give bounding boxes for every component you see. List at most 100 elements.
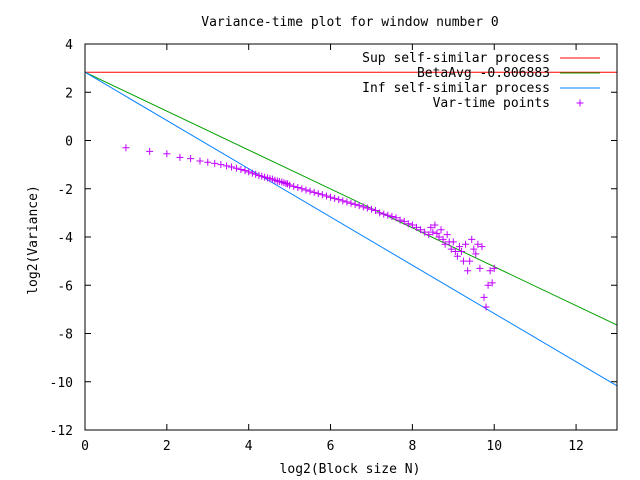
var-time-point (425, 231, 433, 239)
y-tick-label: 4 (65, 38, 73, 53)
var-time-point (488, 279, 496, 287)
var-time-point (433, 229, 441, 237)
legend-label-1: BetaAvg -0.806883 (417, 66, 550, 81)
var-time-point (474, 240, 482, 248)
legend-label-0: Sup self-similar process (362, 51, 550, 66)
var-time-point (343, 198, 351, 206)
var-time-point (331, 194, 339, 202)
var-time-point (306, 187, 314, 195)
var-time-point (241, 167, 249, 175)
var-time-point (310, 188, 318, 196)
var-time-point (351, 200, 359, 208)
var-time-point (294, 184, 302, 192)
plot-area (85, 71, 617, 387)
x-tick-label: 10 (486, 439, 502, 454)
var-time-point (472, 250, 480, 258)
y-tick-label: -6 (57, 279, 73, 294)
var-time-point (363, 204, 371, 212)
y-axis-label: log2(Variance) (26, 185, 41, 295)
var-time-point (211, 159, 219, 167)
var-time-point (228, 163, 236, 171)
series-points (122, 144, 498, 311)
chart-title: Variance-time plot for window number 0 (201, 15, 498, 30)
var-time-point (460, 257, 468, 265)
var-time-point (451, 247, 459, 255)
var-time-point (355, 202, 363, 210)
var-time-point (196, 157, 204, 165)
y-tick-label: 2 (65, 86, 73, 101)
var-time-point (314, 190, 322, 198)
y-tick-label: -10 (50, 376, 73, 391)
legend-label-2: Inf self-similar process (362, 81, 550, 96)
y-tick-label: 0 (65, 135, 73, 150)
var-time-point (335, 196, 343, 204)
var-time-point (223, 162, 231, 170)
x-tick-label: 12 (568, 439, 584, 454)
var-time-point (431, 221, 439, 229)
var-time-point (286, 181, 294, 189)
var-time-point (204, 158, 212, 166)
x-tick-label: 6 (327, 439, 335, 454)
var-time-point (478, 243, 486, 251)
var-time-point (435, 233, 443, 241)
var-time-point (443, 231, 451, 239)
var-time-point (367, 205, 375, 213)
series-line-2 (85, 71, 617, 387)
var-time-point (290, 182, 298, 190)
var-time-point (318, 191, 326, 199)
var-time-point (464, 267, 472, 275)
var-time-point (237, 165, 245, 173)
var-time-point (392, 214, 400, 222)
var-time-point (421, 228, 429, 236)
var-time-point (322, 192, 330, 200)
plot-frame (84, 43, 618, 431)
x-tick-label: 8 (408, 439, 416, 454)
var-time-point (217, 161, 225, 169)
var-time-point (327, 193, 335, 201)
var-time-point (380, 210, 388, 218)
var-time-point (437, 226, 445, 234)
var-time-point (255, 171, 263, 179)
var-time-point (457, 247, 465, 255)
var-time-point (252, 170, 260, 178)
var-time-point (439, 235, 447, 243)
var-time-point (429, 228, 437, 236)
legend-label-3: Var-time points (433, 96, 550, 111)
var-time-point (476, 264, 484, 272)
var-time-point (447, 245, 455, 253)
var-time-point (480, 293, 488, 301)
var-time-point (408, 221, 416, 229)
var-time-point (482, 303, 490, 311)
legend-swatch-3 (576, 99, 584, 107)
var-time-point (453, 252, 461, 260)
var-time-point (404, 220, 412, 228)
var-time-point (232, 164, 240, 172)
var-time-point (468, 235, 476, 243)
var-time-point (258, 172, 266, 180)
var-time-point (298, 185, 306, 193)
var-time-point (384, 211, 392, 219)
series-line-1 (85, 71, 617, 326)
x-tick-label: 0 (81, 439, 89, 454)
var-time-point (146, 147, 154, 155)
var-time-point (339, 197, 347, 205)
var-time-point (441, 240, 449, 248)
var-time-point (372, 206, 380, 214)
var-time-point (388, 212, 396, 220)
var-time-point (455, 243, 463, 251)
var-time-point (449, 238, 457, 246)
var-time-point (261, 173, 269, 181)
var-time-point (490, 264, 498, 272)
y-tick-label: -4 (57, 231, 73, 246)
var-time-point (417, 226, 425, 234)
var-time-point (400, 217, 408, 225)
var-time-point (347, 199, 355, 207)
plot-series (85, 71, 617, 387)
var-time-point (466, 257, 474, 265)
var-time-point (396, 216, 404, 224)
var-time-point (122, 144, 130, 152)
y-tick-label: -12 (50, 424, 73, 439)
var-time-point (187, 155, 195, 163)
